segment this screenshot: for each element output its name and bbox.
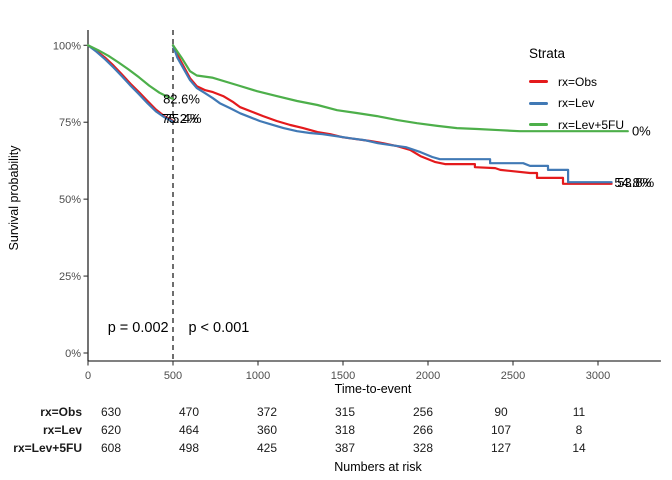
rx-obs-line-key-icon	[529, 80, 548, 84]
legend-item-rx-obs: rx=Obs	[529, 71, 624, 93]
y-tick-label: 75%	[59, 117, 81, 129]
risk-cell: 498	[178, 441, 200, 455]
annotation-0: 0%	[632, 123, 651, 138]
x-tick-label: 1500	[331, 370, 355, 382]
rx-lev-line-key-icon	[529, 101, 548, 105]
risk-cell: 387	[334, 441, 356, 455]
risk-cell: 127	[490, 441, 512, 455]
legend-item-rx-lev: rx=Lev	[529, 93, 624, 115]
risk-cell: 328	[412, 441, 434, 455]
risk-cell: 464	[178, 423, 200, 437]
risk-cell: 372	[256, 405, 278, 419]
risk-cell: 315	[334, 405, 356, 419]
annotation-82-6: 82.6%	[163, 92, 200, 107]
y-axis-title: Survival probability	[7, 145, 21, 251]
y-tick-label: 50%	[59, 194, 81, 206]
annotation-75-2: 75.2%	[162, 111, 199, 126]
risk-cell: 608	[100, 441, 122, 455]
annotation-75-4: 75.4%	[165, 111, 202, 126]
annotation-p-0-002: p = 0.002	[108, 320, 169, 336]
curve-rx-lev-5fu-day-0-500	[86, 44, 175, 100]
legend-label-rx-obs: rx=Obs	[558, 74, 598, 89]
x-tick-label: 0	[85, 370, 91, 382]
risk-row-label-rx-lev: rx=Lev	[42, 423, 82, 437]
y-tick-label: 100%	[53, 40, 81, 52]
curve-rx-lev-5fu-day-500	[171, 44, 629, 133]
legend-title: Strata	[529, 46, 566, 61]
annotation-p-0-001: p < 0.001	[188, 320, 249, 336]
risk-cell: 11	[572, 405, 586, 419]
risk-cell: 14	[572, 441, 586, 455]
risk-cell: 360	[256, 423, 278, 437]
legend-label-rx-lev: rx=Lev	[558, 96, 595, 111]
risk-cell: 107	[490, 423, 512, 437]
y-tick-label: 0%	[65, 348, 81, 360]
risk-cell: 90	[494, 405, 508, 419]
legend-item-rx-lev5fu: rx=Lev+5FU	[529, 114, 624, 136]
risk-cell: 470	[178, 405, 200, 419]
risk-table-caption: Numbers at risk	[334, 460, 422, 474]
risk-cell: 630	[100, 405, 122, 419]
legend: Strata rx=Obs rx=Lev rx=Lev+5FU	[529, 46, 624, 136]
rx-lev5fu-line-key-icon	[529, 123, 548, 127]
annotation-54-8: 54.8%	[614, 175, 651, 190]
annotation-53-8: 53.8%	[617, 175, 654, 190]
x-tick-label: 1000	[246, 370, 270, 382]
risk-cell: 318	[334, 423, 356, 437]
risk-cell: 256	[412, 405, 434, 419]
curve-rx-lev-day-500	[171, 44, 613, 184]
risk-cell: 266	[412, 423, 434, 437]
x-tick-label: 3000	[586, 370, 610, 382]
risk-cell: 620	[100, 423, 122, 437]
risk-cell: 8	[575, 423, 583, 437]
risk-row-label-rx-obs: rx=Obs	[40, 405, 82, 419]
y-tick-label: 25%	[59, 271, 81, 283]
curve-rx-lev-day-0-500	[86, 44, 175, 123]
x-tick-label: 500	[164, 370, 182, 382]
x-axis-title: Time-to-event	[334, 382, 412, 396]
legend-label-rx-lev5fu: rx=Lev+5FU	[558, 117, 625, 132]
x-tick-label: 2500	[501, 370, 525, 382]
risk-cell: 425	[256, 441, 278, 455]
x-tick-label: 2000	[416, 370, 440, 382]
risk-row-label-rx-lev-5fu: rx=Lev+5FU	[13, 441, 82, 455]
